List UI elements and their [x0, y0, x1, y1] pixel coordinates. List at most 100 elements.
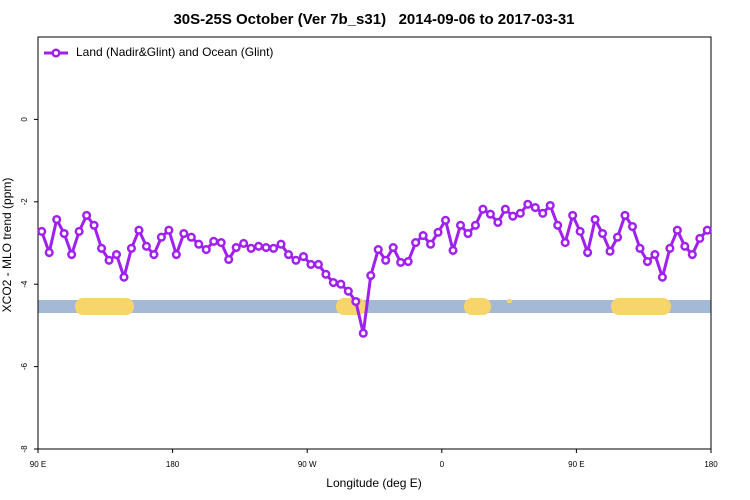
- data-point: [493, 217, 503, 227]
- data-point: [455, 220, 466, 230]
- data-point: [500, 204, 510, 214]
- data-point: [396, 257, 406, 267]
- data-point: [366, 270, 376, 281]
- x-tick-label: 90 E: [568, 460, 584, 469]
- data-point: [515, 208, 525, 218]
- data-point: [388, 242, 398, 253]
- data-point: [254, 241, 264, 251]
- data-point: [381, 255, 391, 265]
- data-point: [52, 214, 62, 225]
- data-point: [298, 252, 309, 262]
- data-point: [440, 215, 451, 225]
- land-band: [336, 298, 366, 315]
- y-tick-label: -4: [20, 280, 29, 288]
- data-point: [575, 226, 585, 237]
- data-point: [291, 255, 301, 265]
- data-point: [373, 245, 383, 255]
- data-point: [119, 272, 129, 282]
- y-tick-label: -6: [20, 362, 29, 370]
- data-point: [470, 220, 481, 230]
- data-point: [702, 225, 712, 235]
- data-point: [224, 254, 234, 265]
- data-point: [358, 328, 368, 338]
- plot-frame: [37, 36, 712, 450]
- data-point: [523, 199, 533, 209]
- data-point: [186, 232, 196, 242]
- data-point: [635, 243, 645, 253]
- ocean-band: [38, 300, 711, 313]
- chart-title: 30S-25S October (Ver 7b_s31) 2014-09-06 …: [173, 11, 574, 28]
- data-point: [620, 210, 630, 220]
- data-point: [672, 225, 682, 235]
- data-point: [59, 228, 69, 239]
- data-point: [111, 249, 122, 260]
- data-point: [313, 259, 323, 269]
- land-band: [507, 299, 512, 303]
- data-point: [418, 231, 428, 241]
- data-point: [433, 227, 443, 237]
- data-point: [164, 225, 174, 235]
- data-point: [82, 210, 92, 220]
- data-point: [37, 226, 47, 237]
- data-point: [463, 228, 473, 239]
- data-point: [97, 243, 107, 253]
- data-point: [560, 238, 570, 248]
- legend-swatch-point: [51, 48, 61, 58]
- data-point: [650, 249, 660, 260]
- data-point: [246, 243, 256, 253]
- data-point: [209, 236, 219, 246]
- data-point: [306, 259, 316, 269]
- data-point: [642, 256, 652, 267]
- data-point: [568, 210, 578, 220]
- data-point: [553, 220, 563, 230]
- data-point: [126, 243, 137, 253]
- data-point: [680, 241, 690, 251]
- data-point: [343, 286, 353, 296]
- data-point: [194, 239, 204, 249]
- data-point: [478, 204, 488, 214]
- data-point: [134, 225, 144, 235]
- legend-label: Land (Nadir&Glint) and Ocean (Glint): [76, 45, 273, 59]
- x-tick-label: 0: [440, 460, 445, 469]
- data-point: [508, 211, 518, 221]
- data-point: [231, 242, 241, 253]
- x-tick-label: 90 W: [298, 460, 317, 469]
- land-band: [75, 298, 134, 315]
- data-point: [141, 241, 151, 251]
- data-point: [657, 272, 667, 282]
- data-point: [179, 228, 189, 239]
- data-point: [627, 221, 638, 232]
- data-point: [605, 246, 615, 256]
- land-band: [464, 298, 491, 315]
- data-point: [171, 249, 181, 260]
- surface-mask: [38, 298, 711, 315]
- data-point: [448, 245, 458, 255]
- x-tick-label: 180: [704, 460, 718, 469]
- data-point: [583, 247, 593, 258]
- data-point: [261, 242, 271, 253]
- data-point: [283, 249, 294, 260]
- data-point: [149, 249, 159, 260]
- data-point: [336, 279, 346, 289]
- data-point: [598, 228, 608, 239]
- data-point: [156, 232, 166, 242]
- data-point: [67, 249, 77, 260]
- data-point: [201, 245, 211, 255]
- data-point: [590, 214, 600, 225]
- data-point: [351, 296, 361, 307]
- data-point: [545, 200, 555, 211]
- x-tick-label: 90 E: [30, 460, 46, 469]
- x-axis-label: Longitude (deg E): [326, 476, 421, 490]
- data-point: [276, 239, 286, 249]
- data-point: [89, 220, 99, 230]
- data-point: [321, 269, 331, 279]
- data-point: [44, 247, 54, 258]
- y-tick-label: -2: [20, 198, 29, 206]
- y-tick-label: 0: [20, 117, 29, 122]
- data-point: [695, 233, 705, 244]
- data-point: [538, 208, 548, 218]
- data-point: [426, 239, 436, 249]
- data-point: [74, 226, 84, 237]
- data-point: [665, 243, 675, 253]
